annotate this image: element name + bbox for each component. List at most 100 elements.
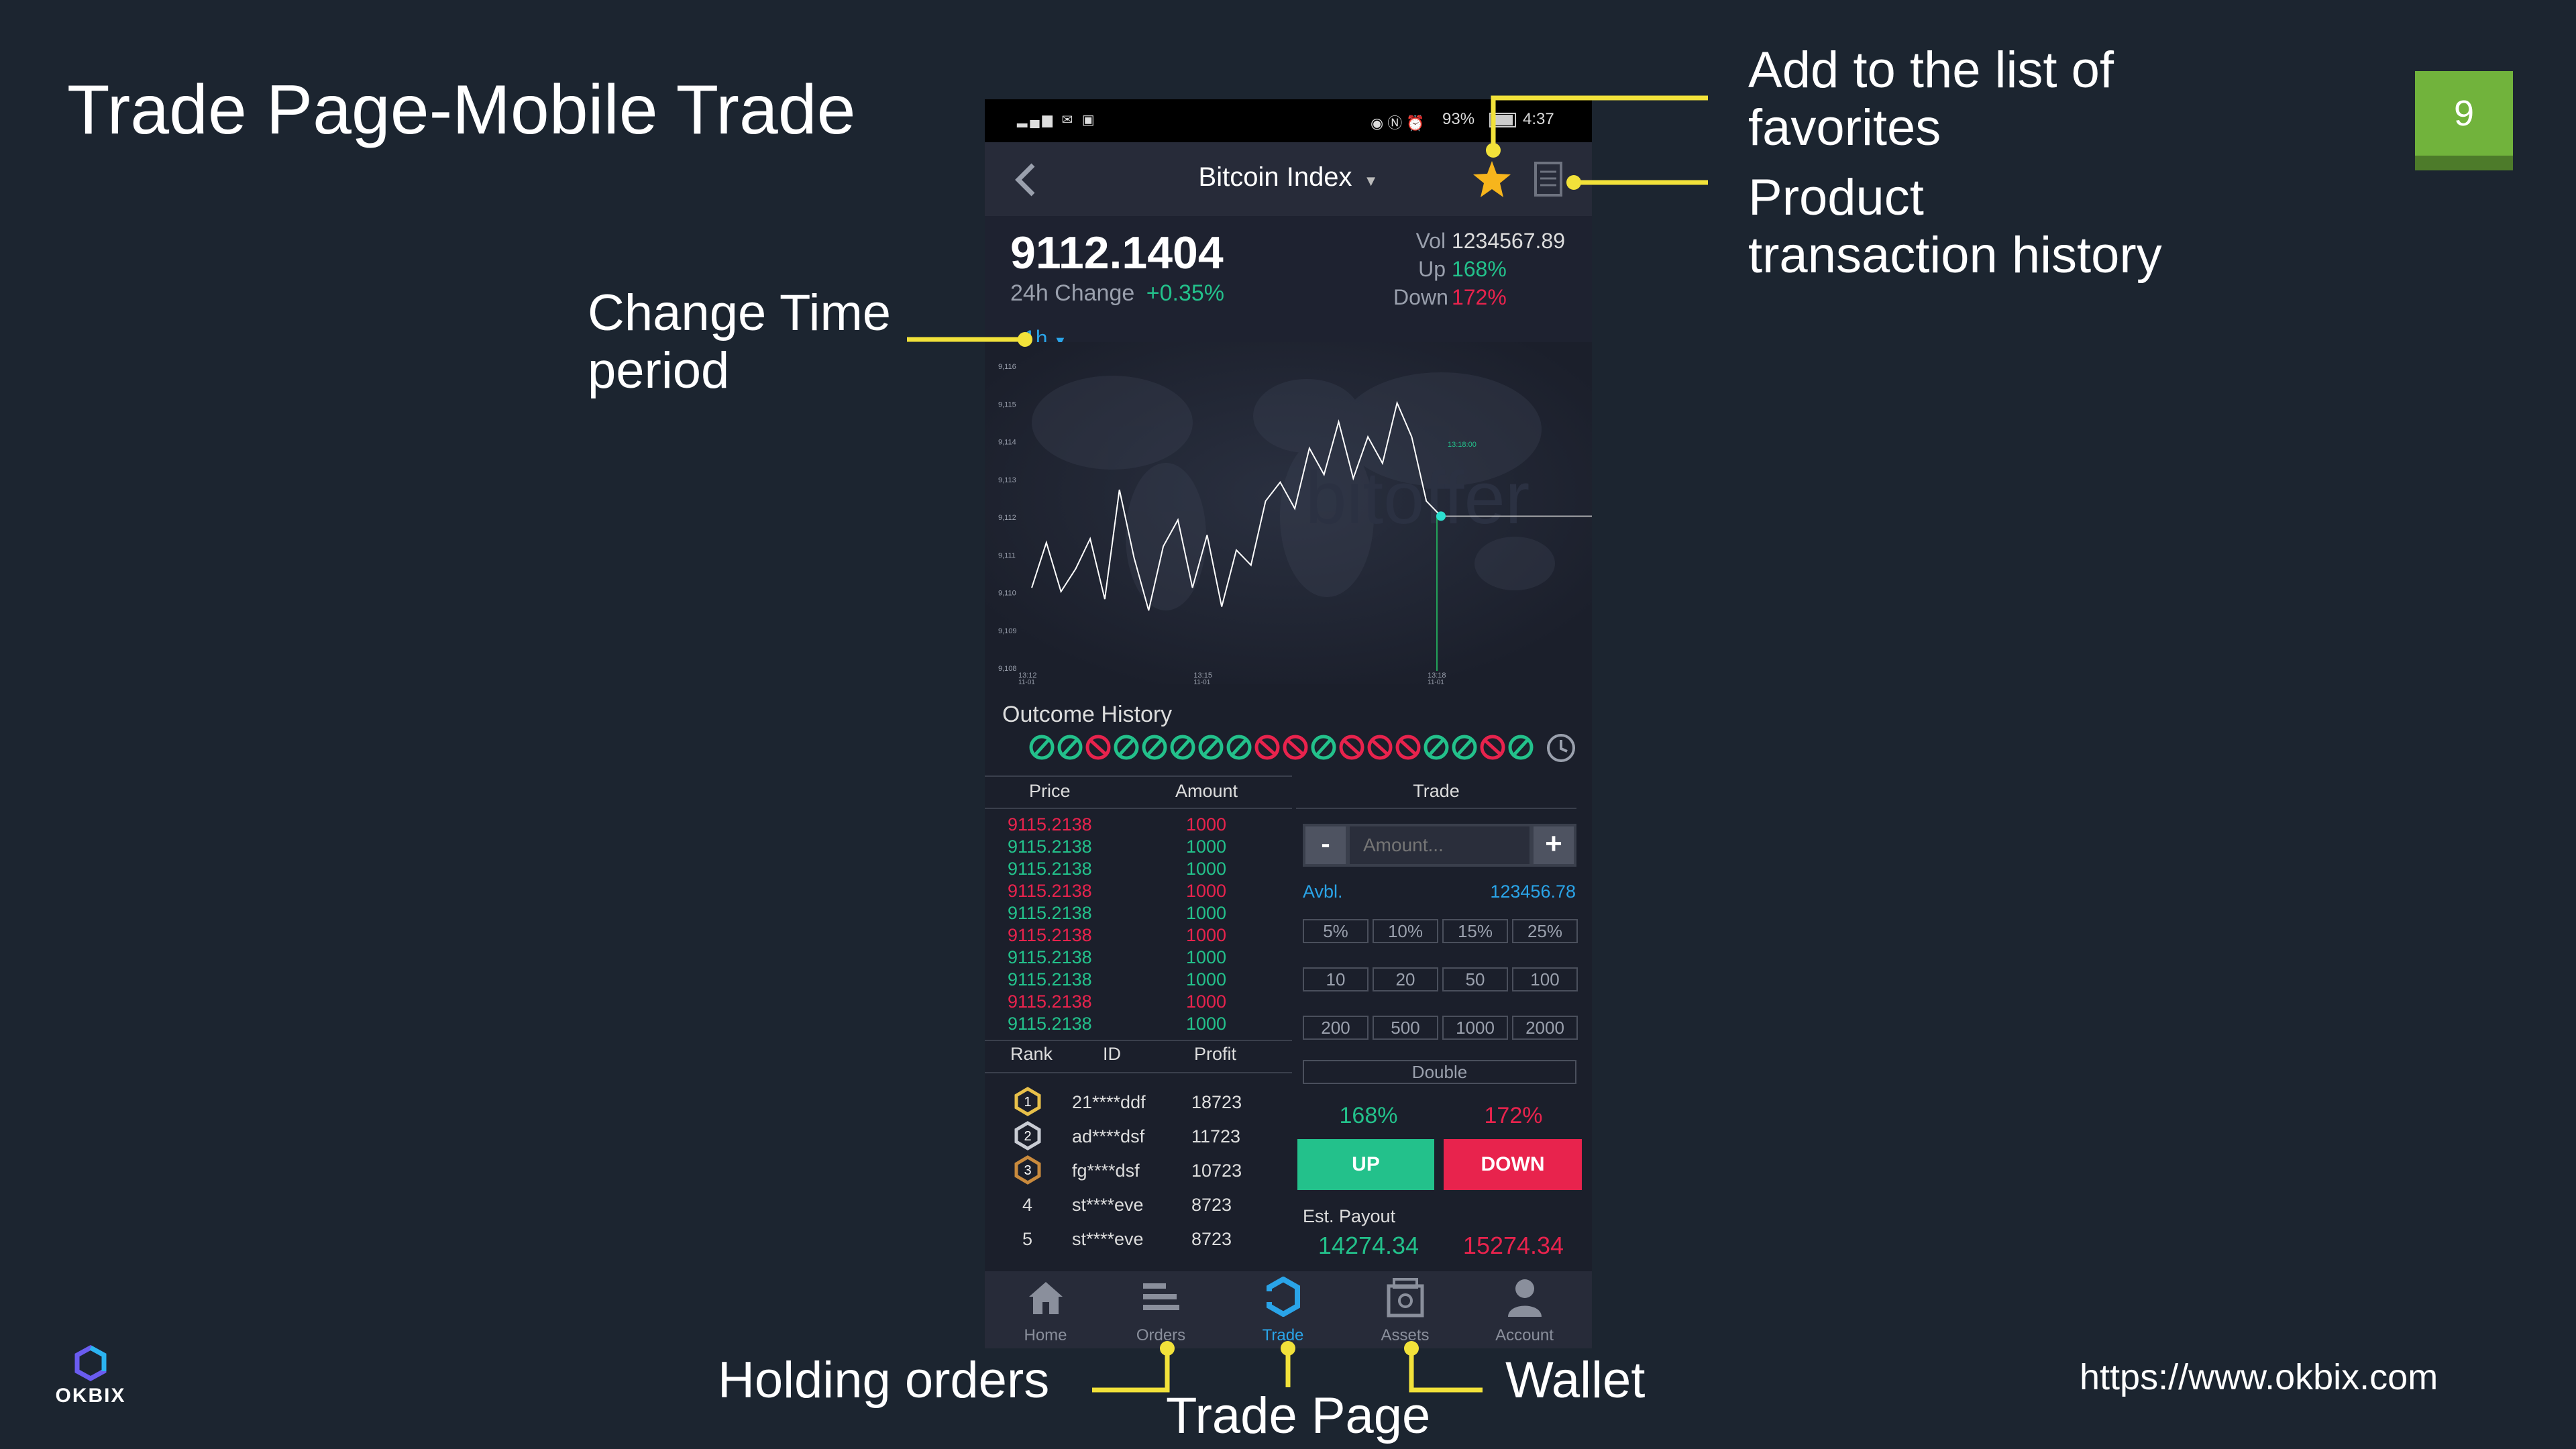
page-number-badge: 9: [2415, 71, 2513, 170]
current-price: 9112.1404: [1010, 227, 1224, 278]
leaderboard-profit: 11723: [1191, 1126, 1241, 1146]
star-icon[interactable]: [1472, 160, 1512, 199]
tab-home[interactable]: Home: [985, 1271, 1106, 1348]
orderbook-price: 9115.2138: [1008, 814, 1092, 835]
outcome-up-icon: [1029, 735, 1055, 760]
down-button[interactable]: DOWN: [1444, 1139, 1582, 1190]
market-stats: Vol 1234567.89 Up 168% Down 172%: [1393, 227, 1565, 311]
up-value: 168%: [1451, 257, 1507, 281]
divider: [985, 808, 1292, 809]
tab-account[interactable]: Account: [1464, 1271, 1585, 1348]
down-rate: 172%: [1484, 1103, 1543, 1128]
percent-button[interactable]: 15%: [1442, 919, 1508, 943]
orderbook-price: 9115.2138: [1008, 925, 1092, 945]
tab-orders-label: Orders: [1136, 1326, 1186, 1344]
slide-title: Trade Page-Mobile Trade: [67, 71, 856, 149]
double-button[interactable]: Double: [1303, 1060, 1576, 1084]
quick-amount-button[interactable]: 1000: [1442, 1016, 1508, 1040]
percent-button[interactable]: 5%: [1303, 919, 1368, 943]
outcome-up-icon: [1311, 735, 1336, 760]
change-value: +0.35%: [1146, 280, 1224, 306]
footer-url[interactable]: https://www.okbix.com: [2080, 1357, 2438, 1397]
quick-amount-button[interactable]: 10: [1303, 967, 1368, 991]
tab-assets-label: Assets: [1381, 1326, 1430, 1344]
annotation-history: Product transaction history: [1748, 169, 2162, 284]
outcome-up-icon: [1170, 735, 1195, 760]
divider: [985, 775, 1292, 777]
payout-down: 15274.34: [1462, 1232, 1564, 1259]
quick-amount-button[interactable]: 500: [1373, 1016, 1438, 1040]
outcome-down-icon: [1367, 735, 1393, 760]
product-title: Bitcoin Index: [1198, 162, 1352, 192]
leaderboard-profit: 10723: [1191, 1161, 1242, 1181]
leaderboard-id: 21****ddf: [1072, 1092, 1146, 1112]
annotation-time-line2: period: [588, 342, 730, 399]
annotation-favorites-line2: favorites: [1748, 99, 1941, 156]
amount-input[interactable]: [1350, 826, 1529, 864]
chevron-down-icon: ▼: [1363, 172, 1379, 189]
orderbook-price: 9115.2138: [1008, 903, 1092, 923]
outcome-up-icon: [1142, 735, 1167, 760]
document-icon[interactable]: [1534, 161, 1563, 197]
connector-wallet: [1409, 1350, 1483, 1393]
percent-button[interactable]: 25%: [1512, 919, 1578, 943]
annotation-holding-orders: Holding orders: [718, 1352, 1050, 1409]
leaderboard-id: st****eve: [1072, 1195, 1144, 1215]
rank-medal-icon: 2: [1014, 1121, 1041, 1150]
leaderboard-rank: 5: [1022, 1229, 1033, 1249]
status-icons: ◉ Ⓝ ⏰: [1371, 115, 1425, 131]
up-button[interactable]: UP: [1297, 1139, 1434, 1190]
status-bar: ▂▄▆ ✉ ▣ ◉ Ⓝ ⏰ 93% 4:37: [985, 99, 1592, 142]
vol-value: 1234567.89: [1451, 229, 1565, 253]
leaderboard-id: fg****dsf: [1072, 1161, 1140, 1181]
orderbook-price: 9115.2138: [1008, 1014, 1092, 1034]
leaderboard-rank: 4: [1022, 1195, 1033, 1215]
quick-amount-button[interactable]: 200: [1303, 1016, 1368, 1040]
battery-percent: 93%: [1442, 110, 1475, 128]
phone-screen: ▂▄▆ ✉ ▣ ◉ Ⓝ ⏰ 93% 4:37 Bitcoin Index ▼ 9…: [985, 99, 1592, 1348]
home-icon: [1029, 1282, 1063, 1314]
quick-amount-button[interactable]: 20: [1373, 967, 1438, 991]
clock-icon[interactable]: [1546, 733, 1576, 763]
quick-amount-button[interactable]: 100: [1512, 967, 1578, 991]
orderbook-amount: 1000: [1186, 925, 1227, 945]
trade-icon: [1265, 1277, 1300, 1317]
product-selector[interactable]: Bitcoin Index ▼: [985, 162, 1592, 193]
price-chart[interactable]: bitoffer 9,1169,1159,1149,1139,1129,1119…: [985, 342, 1592, 684]
connector-dot-history: [1566, 175, 1581, 190]
connector-favorites: [1491, 95, 1708, 148]
tab-orders[interactable]: Orders: [1100, 1271, 1222, 1348]
connector-dot-trade: [1281, 1341, 1295, 1356]
quick-amount-button[interactable]: 2000: [1512, 1016, 1578, 1040]
connector-dot-wallet: [1404, 1341, 1419, 1356]
orderbook-price: 9115.2138: [1008, 969, 1092, 989]
outcome-down-icon: [1254, 735, 1280, 760]
percent-button[interactable]: 10%: [1373, 919, 1438, 943]
current-price-dot: [1436, 511, 1446, 521]
quick-amount-button[interactable]: 50: [1442, 967, 1508, 991]
orders-icon: [1143, 1283, 1179, 1310]
page-number: 9: [2453, 93, 2475, 133]
leaderboard-profit: 18723: [1191, 1092, 1242, 1112]
y-tick-label: 9,115: [998, 400, 1016, 409]
orderbook-price: 9115.2138: [1008, 837, 1092, 857]
back-arrow-icon[interactable]: [1013, 162, 1037, 197]
plus-button[interactable]: +: [1534, 826, 1574, 864]
orderbook-amount: 1000: [1186, 837, 1227, 857]
chart-top-label: 13:18:00: [1448, 441, 1477, 449]
leaderboard-rank: 3: [1024, 1163, 1031, 1178]
tab-trade[interactable]: Trade: [1222, 1271, 1344, 1348]
outcome-up-icon: [1226, 735, 1252, 760]
tab-assets[interactable]: Assets: [1344, 1271, 1466, 1348]
change-24h: 24h Change +0.35%: [1010, 280, 1224, 307]
minus-button[interactable]: -: [1305, 826, 1346, 864]
trade-header: Trade: [1413, 781, 1460, 801]
orderbook-amount: 1000: [1186, 969, 1227, 989]
orderbook-amount: 1000: [1186, 903, 1227, 923]
y-axis-ticks: 9,116 9,115 9,114 9,113 9,112 9,111 9,110 9,109…: [998, 363, 1017, 673]
leaderboard-profit: 8723: [1191, 1195, 1232, 1215]
leaderboard-rank: 1: [1024, 1095, 1031, 1110]
orderbook-amount: 1000: [1186, 991, 1227, 1012]
y-tick-label: 9,109: [998, 627, 1017, 635]
